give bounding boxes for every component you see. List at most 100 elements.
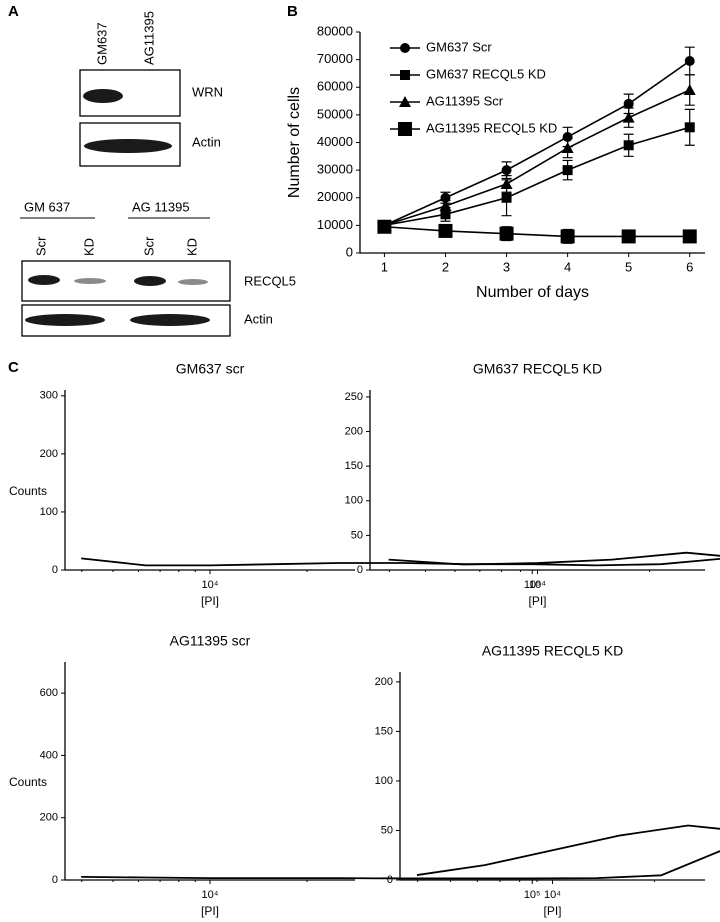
band <box>83 89 123 103</box>
x-tick-label: 4 <box>564 259 571 274</box>
marker <box>377 219 392 234</box>
marker <box>682 229 697 244</box>
marker <box>501 192 512 203</box>
y-tick-label: 100 <box>345 495 363 507</box>
lane-label: KD <box>184 238 199 256</box>
marker <box>684 56 695 67</box>
marker <box>562 165 573 176</box>
data-line <box>81 850 720 880</box>
data-line <box>384 89 691 227</box>
row-label: Actin <box>244 311 273 326</box>
marker <box>398 122 412 136</box>
x-axis-label: [PI] <box>201 594 219 608</box>
y-tick-label: 150 <box>345 460 363 472</box>
y-tick-label: 100 <box>40 506 58 518</box>
y-axis-label: Counts <box>9 775 47 789</box>
marker <box>561 142 574 154</box>
panel-label: B <box>287 3 298 20</box>
lane-label: Scr <box>33 236 48 256</box>
marker <box>500 177 513 189</box>
band <box>84 139 172 153</box>
marker <box>400 70 410 80</box>
marker <box>439 200 452 212</box>
chart-title: AG11395 RECQL5 KD <box>482 643 623 659</box>
marker <box>399 96 411 107</box>
y-tick-label: 300 <box>40 390 58 402</box>
x-axis-label: [PI] <box>201 904 219 918</box>
data-line <box>384 126 690 227</box>
group-label: GM 637 <box>24 199 70 214</box>
data-line <box>384 60 691 227</box>
data-line <box>388 551 720 566</box>
x-tick-label: 6 <box>686 259 693 274</box>
panel-label: A <box>8 3 19 20</box>
marker <box>622 111 635 123</box>
y-tick-label: 200 <box>40 812 58 824</box>
chart-title: GM637 RECQL5 KD <box>473 361 602 377</box>
y-tick-label: 600 <box>40 687 58 699</box>
marker <box>621 229 636 244</box>
x-tick-label: 2 <box>442 259 449 274</box>
row-label: RECQL5 <box>244 273 296 288</box>
data-line <box>416 824 720 876</box>
lane-label: AG11395 <box>141 11 156 65</box>
band <box>130 314 210 326</box>
y-axis-label: Number of cells <box>286 87 303 198</box>
band <box>134 276 166 286</box>
x-axis-label: [PI] <box>528 594 546 608</box>
y-tick-label: 40000 <box>317 134 353 149</box>
y-tick-label: 20000 <box>317 189 353 204</box>
y-tick-label: 50000 <box>317 106 353 121</box>
x-axis-label: [PI] <box>543 904 561 918</box>
y-tick-label: 10000 <box>317 217 353 232</box>
data-line <box>81 557 720 567</box>
y-tick-label: 50 <box>381 824 393 836</box>
y-tick-label: 250 <box>345 391 363 403</box>
y-tick-label: 0 <box>387 874 393 886</box>
y-tick-label: 150 <box>375 725 393 737</box>
lane-label: KD <box>81 238 96 256</box>
y-axis-label: Counts <box>9 484 47 498</box>
x-tick-label: 10⁵ <box>524 889 541 901</box>
y-tick-label: 200 <box>345 425 363 437</box>
marker <box>562 131 573 142</box>
y-tick-label: 100 <box>375 775 393 787</box>
marker <box>560 229 575 244</box>
x-tick-label: 10⁴ <box>544 889 561 901</box>
y-tick-label: 0 <box>52 874 58 886</box>
y-tick-label: 60000 <box>317 79 353 94</box>
marker <box>683 84 696 96</box>
y-tick-label: 70000 <box>317 51 353 66</box>
row-label: WRN <box>192 84 223 99</box>
y-tick-label: 0 <box>52 564 58 576</box>
lane-label: Scr <box>141 236 156 256</box>
group-label: AG 11395 <box>132 199 190 214</box>
legend-label: GM637 Scr <box>426 39 492 54</box>
chart-title: GM637 scr <box>176 361 245 377</box>
x-axis-label: Number of days <box>476 284 589 301</box>
marker <box>501 165 512 176</box>
x-tick-label: 1 <box>381 259 388 274</box>
marker <box>623 98 634 109</box>
y-tick-label: 0 <box>357 564 363 576</box>
y-tick-label: 200 <box>40 448 58 460</box>
panel-label: C <box>8 359 19 376</box>
marker <box>440 209 451 220</box>
row-label: Actin <box>192 134 221 149</box>
x-tick-label: 10⁴ <box>202 889 219 901</box>
data-line <box>384 225 690 238</box>
lane-label: GM637 <box>94 22 109 65</box>
y-tick-label: 80000 <box>317 23 353 38</box>
x-tick-label: 10⁴ <box>202 579 219 591</box>
y-tick-label: 50 <box>351 529 363 541</box>
legend-label: AG11395 RECQL5 KD <box>426 120 557 135</box>
x-tick-label: 10⁵ <box>524 579 541 591</box>
y-tick-label: 200 <box>375 676 393 688</box>
marker <box>438 223 453 238</box>
band <box>28 275 60 285</box>
marker <box>684 122 695 133</box>
y-tick-label: 0 <box>346 244 353 259</box>
band <box>178 279 208 285</box>
y-tick-label: 30000 <box>317 162 353 177</box>
